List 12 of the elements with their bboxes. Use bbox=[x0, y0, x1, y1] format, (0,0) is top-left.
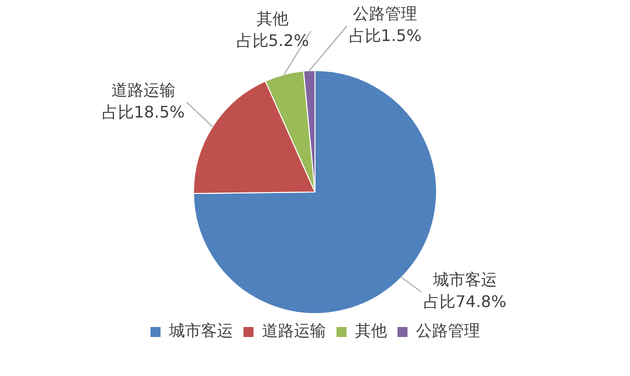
legend-label: 其他 bbox=[355, 321, 387, 340]
slice-label: 其他 bbox=[256, 9, 289, 28]
data-label: 占比1.5% bbox=[348, 26, 422, 46]
legend-label: 道路运输 bbox=[262, 321, 326, 340]
data-label: 占比18.5% bbox=[102, 102, 185, 122]
data-label: 占比5.2% bbox=[236, 31, 309, 50]
legend-label: 城市客运 bbox=[168, 321, 233, 340]
slice-label: 道路运输 bbox=[111, 80, 176, 100]
slice-label: 城市客运 bbox=[432, 270, 497, 290]
slice-label: 公路管理 bbox=[353, 4, 418, 24]
data-label: 占比74.8% bbox=[423, 292, 506, 312]
legend-label: 公路管理 bbox=[416, 321, 480, 340]
